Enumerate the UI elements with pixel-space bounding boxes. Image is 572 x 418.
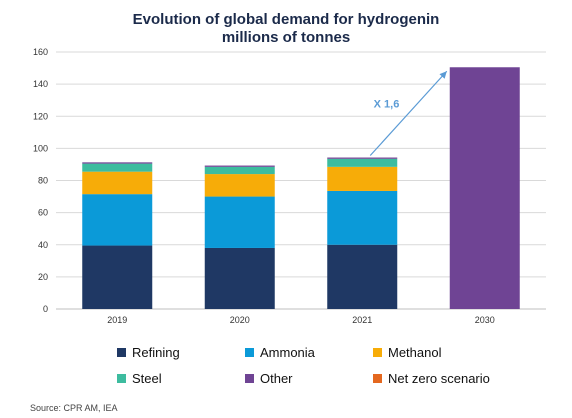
y-tick-label: 120 [33,111,48,121]
legend-swatch-refining [117,347,126,357]
y-tick-label: 0 [43,304,48,314]
growth-arrow-head [439,71,447,79]
legend-label: Methanol [388,344,442,360]
bar-steel-2020 [204,166,275,175]
bar-other-2019 [82,162,153,164]
bar-ammonia-2020 [204,196,275,248]
bar-ammonia-2019 [82,194,153,246]
chart-title: Evolution of global demand for hydrogeni… [132,11,440,28]
bar-refining-2020 [204,247,275,309]
legend-item-refining: Refining [117,344,180,360]
legend-item-net-zero-scenario: Net zero scenario [373,370,490,386]
bar-other-2030 [449,67,520,310]
y-tick-label: 20 [38,272,48,282]
legend-label: Other [260,370,293,386]
x-tick-label: 2030 [475,315,495,325]
legend-label: Refining [132,344,180,360]
bar-methanol-2019 [82,171,153,195]
x-tick-label: 2021 [352,315,372,325]
legend-label: Net zero scenario [388,370,490,386]
legend-item-steel: Steel [117,370,162,386]
bar-other-2020 [204,165,275,167]
legend-swatch-ammonia [245,347,254,357]
bar-methanol-2021 [327,166,398,191]
x-tick-label: 2019 [107,315,127,325]
source-note: Source: CPR AM, IEA [30,403,118,413]
chart-subtitle: millions of tonnes [221,29,351,46]
bar-methanol-2020 [204,174,275,197]
legend-item-methanol: Methanol [373,344,442,360]
legend-swatch-steel [117,373,126,383]
bar-other-2021 [327,157,398,159]
bar-steel-2021 [327,158,398,167]
legend-item-other: Other [245,370,293,386]
legend-label: Steel [132,370,162,386]
y-tick-label: 40 [38,240,48,250]
bar-refining-2021 [327,244,398,309]
y-tick-label: 160 [33,47,48,57]
x-tick-label: 2020 [230,315,250,325]
bar-steel-2019 [82,163,153,172]
legend-swatch-net-zero-scenario [373,373,382,383]
legend-swatch-methanol [373,347,382,357]
bar-ammonia-2021 [327,190,398,245]
bar-refining-2019 [82,245,153,309]
legend-label: Ammonia [260,344,315,360]
legend-swatch-other [245,373,254,383]
y-tick-label: 80 [38,176,48,186]
growth-annotation-label: X 1,6 [374,98,400,110]
growth-arrow-line [369,70,448,156]
y-tick-label: 100 [33,143,48,153]
legend-item-ammonia: Ammonia [245,344,315,360]
y-tick-label: 60 [38,208,48,218]
y-tick-label: 140 [33,79,48,89]
